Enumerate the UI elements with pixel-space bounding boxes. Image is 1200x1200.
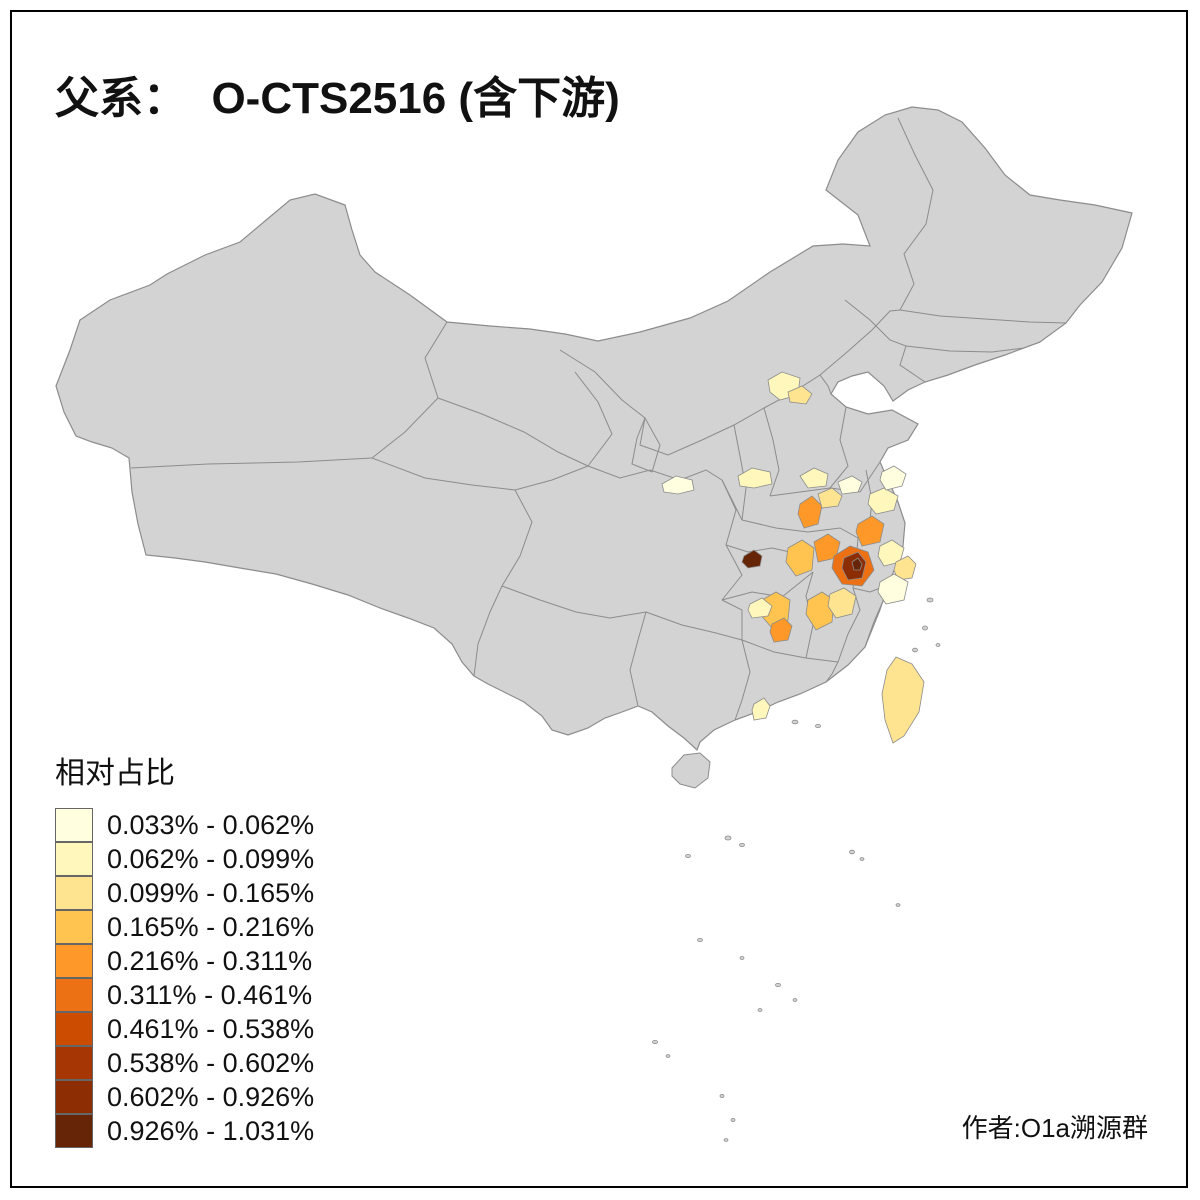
region-patch — [893, 555, 917, 581]
region-patch — [787, 385, 813, 405]
legend-swatch — [55, 1046, 93, 1080]
legend-row: 0.165% - 0.216% — [55, 910, 314, 944]
legend-label: 0.461% - 0.538% — [107, 1013, 315, 1044]
legend-swatch — [55, 1012, 93, 1046]
legend-label: 0.099% - 0.165% — [107, 877, 315, 908]
hainan-island — [671, 752, 711, 789]
legend-row: 0.062% - 0.099% — [55, 842, 314, 876]
region-patch — [769, 617, 793, 643]
china-mainland — [55, 106, 1133, 752]
legend-label: 0.926% - 1.031% — [107, 1115, 315, 1146]
region-patch — [805, 591, 835, 631]
legend-row: 0.461% - 0.538% — [55, 1012, 314, 1046]
legend-label: 0.311% - 0.461% — [107, 979, 313, 1010]
legend-label: 0.033% - 0.062% — [107, 809, 315, 840]
region-patch — [741, 549, 763, 569]
legend-swatch — [55, 1080, 93, 1114]
province-borders — [130, 117, 1067, 721]
page-title: 父系： O-CTS2516 (含下游) — [55, 74, 620, 123]
region-patch — [797, 495, 823, 529]
author-credit: 作者:O1a溯源群 — [961, 1113, 1148, 1143]
region-patch — [813, 533, 841, 563]
legend-swatch — [55, 978, 93, 1012]
legend-swatch — [55, 910, 93, 944]
legend-row: 0.216% - 0.311% — [55, 944, 314, 978]
legend-row: 0.538% - 0.602% — [55, 1046, 314, 1080]
legend-swatch — [55, 876, 93, 910]
legend-row: 0.926% - 1.031% — [55, 1114, 314, 1148]
region-patch — [867, 487, 899, 515]
land-shapes — [55, 106, 1133, 789]
legend-row: 0.033% - 0.062% — [55, 808, 314, 842]
taiwan-island — [881, 656, 925, 744]
region-patch — [827, 587, 857, 619]
legend-swatch — [55, 808, 93, 842]
legend-label: 0.538% - 0.602% — [107, 1047, 315, 1078]
region-patch — [799, 467, 829, 489]
region-patch — [837, 475, 863, 495]
legend-label: 0.165% - 0.216% — [107, 911, 315, 942]
legend-label: 0.216% - 0.311% — [107, 945, 313, 976]
region-patch — [737, 467, 773, 489]
region-patch — [877, 573, 909, 605]
legend-title: 相对占比 — [55, 757, 175, 790]
legend-label: 0.062% - 0.099% — [107, 843, 315, 874]
legend-row: 0.602% - 0.926% — [55, 1080, 314, 1114]
legend-swatch — [55, 842, 93, 876]
region-patch — [855, 515, 885, 547]
region-patch — [661, 475, 695, 495]
small-islands — [652, 597, 941, 1142]
region-patch — [747, 597, 773, 619]
colored-regions — [661, 371, 925, 744]
legend-row: 0.099% - 0.165% — [55, 876, 314, 910]
region-patch — [751, 697, 771, 721]
legend-swatch — [55, 944, 93, 978]
region-patch — [851, 557, 863, 571]
legend-label: 0.602% - 0.926% — [107, 1081, 315, 1112]
region-patch — [879, 465, 907, 491]
region-patch — [785, 539, 815, 577]
legend-items: 0.033% - 0.062% 0.062% - 0.099% 0.099% - 0… — [55, 808, 314, 1148]
region-patch — [817, 487, 843, 509]
legend: 相对占比 0.033% - 0.062% 0.062% - 0.099% 0.099… — [55, 748, 314, 1148]
legend-swatch — [55, 1114, 93, 1148]
legend-row: 0.311% - 0.461% — [55, 978, 314, 1012]
